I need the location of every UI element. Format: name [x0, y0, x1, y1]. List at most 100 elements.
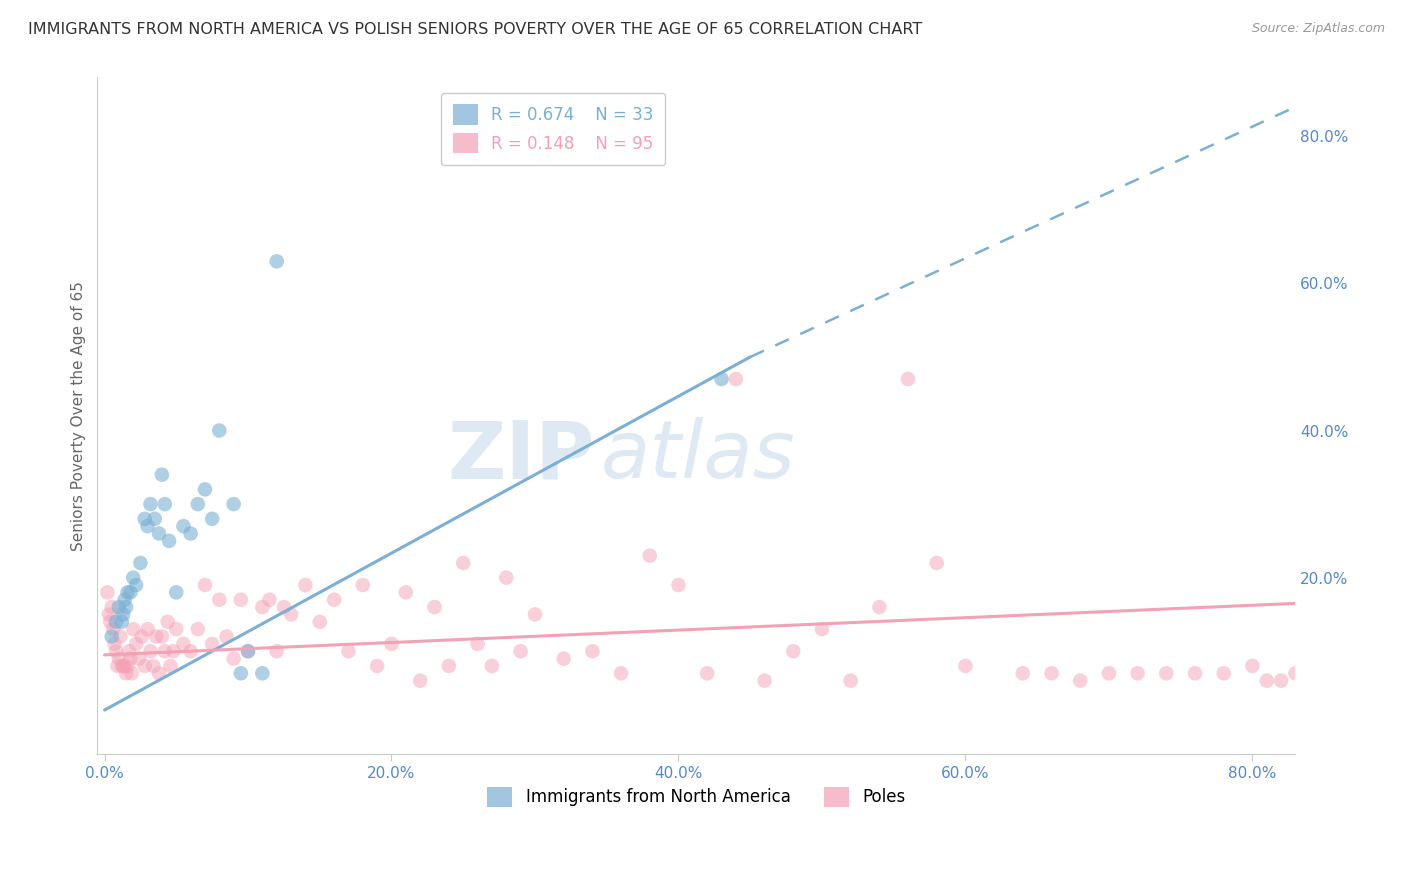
- Point: [222, 497, 245, 511]
- Point: [150, 630, 173, 644]
- Point: [148, 666, 170, 681]
- Point: [180, 526, 202, 541]
- Point: [553, 651, 575, 665]
- Point: [115, 600, 138, 615]
- Point: [1184, 666, 1206, 681]
- Point: [782, 644, 804, 658]
- Point: [352, 578, 374, 592]
- Point: [1284, 666, 1306, 681]
- Point: [1313, 666, 1336, 681]
- Point: [409, 673, 432, 688]
- Point: [1040, 666, 1063, 681]
- Point: [143, 512, 166, 526]
- Point: [724, 372, 747, 386]
- Point: [201, 512, 224, 526]
- Point: [115, 666, 138, 681]
- Point: [125, 637, 148, 651]
- Point: [323, 592, 346, 607]
- Point: [481, 659, 503, 673]
- Point: [259, 592, 281, 607]
- Point: [187, 622, 209, 636]
- Point: [194, 483, 217, 497]
- Point: [1270, 673, 1292, 688]
- Point: [236, 644, 259, 658]
- Point: [114, 659, 136, 673]
- Point: [117, 585, 139, 599]
- Point: [710, 372, 733, 386]
- Point: [148, 526, 170, 541]
- Point: [129, 556, 152, 570]
- Point: [165, 585, 187, 599]
- Point: [366, 659, 388, 673]
- Point: [100, 600, 122, 615]
- Point: [162, 644, 184, 658]
- Point: [103, 637, 125, 651]
- Point: [120, 651, 142, 665]
- Point: [229, 592, 252, 607]
- Point: [495, 571, 517, 585]
- Text: Source: ZipAtlas.com: Source: ZipAtlas.com: [1251, 22, 1385, 36]
- Point: [380, 637, 402, 651]
- Point: [215, 630, 238, 644]
- Point: [98, 615, 121, 629]
- Point: [105, 644, 128, 658]
- Legend: Immigrants from North America, Poles: Immigrants from North America, Poles: [481, 780, 912, 814]
- Point: [696, 666, 718, 681]
- Point: [273, 600, 295, 615]
- Point: [122, 571, 145, 585]
- Point: [1256, 673, 1278, 688]
- Point: [112, 659, 135, 673]
- Point: [134, 512, 156, 526]
- Point: [153, 497, 176, 511]
- Point: [1011, 666, 1033, 681]
- Point: [229, 666, 252, 681]
- Point: [581, 644, 603, 658]
- Point: [105, 615, 128, 629]
- Point: [208, 592, 231, 607]
- Point: [337, 644, 360, 658]
- Point: [754, 673, 776, 688]
- Point: [524, 607, 547, 622]
- Point: [96, 585, 118, 599]
- Point: [159, 659, 181, 673]
- Point: [1241, 659, 1264, 673]
- Point: [395, 585, 418, 599]
- Point: [509, 644, 531, 658]
- Point: [136, 519, 159, 533]
- Point: [110, 630, 132, 644]
- Point: [136, 622, 159, 636]
- Point: [139, 497, 162, 511]
- Point: [107, 659, 129, 673]
- Point: [1212, 666, 1234, 681]
- Point: [180, 644, 202, 658]
- Point: [128, 651, 150, 665]
- Point: [1069, 673, 1091, 688]
- Point: [1299, 673, 1322, 688]
- Point: [222, 651, 245, 665]
- Text: IMMIGRANTS FROM NORTH AMERICA VS POLISH SENIORS POVERTY OVER THE AGE OF 65 CORRE: IMMIGRANTS FROM NORTH AMERICA VS POLISH …: [28, 22, 922, 37]
- Point: [868, 600, 890, 615]
- Point: [111, 615, 134, 629]
- Point: [134, 659, 156, 673]
- Point: [172, 637, 194, 651]
- Point: [236, 644, 259, 658]
- Point: [108, 600, 131, 615]
- Point: [467, 637, 489, 651]
- Point: [423, 600, 446, 615]
- Point: [172, 519, 194, 533]
- Point: [157, 533, 180, 548]
- Point: [266, 254, 288, 268]
- Point: [156, 615, 179, 629]
- Point: [121, 666, 143, 681]
- Point: [139, 644, 162, 658]
- Point: [1156, 666, 1178, 681]
- Point: [208, 424, 231, 438]
- Point: [294, 578, 316, 592]
- Point: [451, 556, 474, 570]
- Point: [117, 659, 139, 673]
- Text: atlas: atlas: [600, 417, 796, 495]
- Point: [114, 592, 136, 607]
- Text: ZIP: ZIP: [447, 417, 595, 495]
- Point: [145, 630, 167, 644]
- Point: [120, 585, 142, 599]
